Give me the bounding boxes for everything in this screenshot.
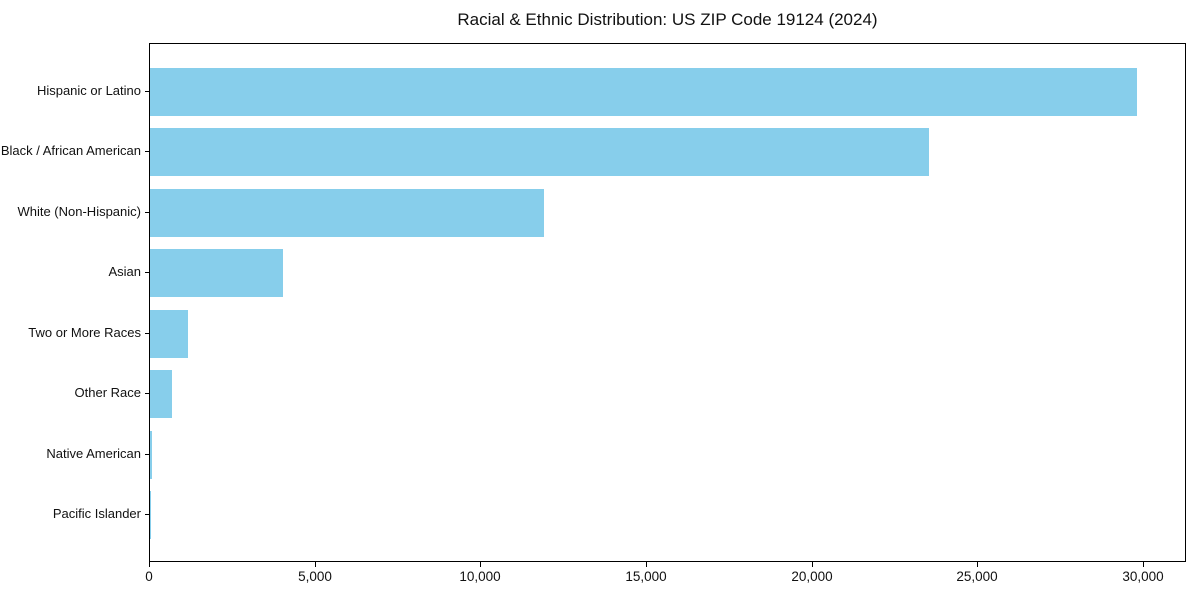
y-tick-label-pacific-islander: Pacific Islander — [52, 506, 141, 521]
y-tick-mark — [145, 514, 149, 515]
x-tick-label-15000: 15,000 — [625, 569, 667, 584]
y-tick-label-asian: Asian — [108, 264, 141, 279]
bar-white-non-hispanic — [150, 188, 545, 237]
chart-title: Racial & Ethnic Distribution: US ZIP Cod… — [457, 10, 878, 29]
y-tick-mark — [145, 333, 149, 334]
bar-native-american — [150, 430, 153, 479]
x-tick-label-20000: 20,000 — [791, 569, 833, 584]
x-tick-mark — [812, 562, 813, 567]
bar-two-or-more-races — [150, 309, 189, 358]
y-tick-mark — [145, 91, 149, 92]
bar-hispanic-or-latino — [150, 67, 1138, 116]
bar-pacific-islander — [150, 491, 151, 540]
x-tick-label-25000: 25,000 — [956, 569, 998, 584]
y-tick-mark — [145, 272, 149, 273]
x-tick-label-0: 0 — [145, 569, 153, 584]
y-tick-label-white-non-hispanic: White (Non-Hispanic) — [17, 204, 141, 219]
x-tick-label-5000: 5,000 — [298, 569, 332, 584]
y-tick-label-hispanic-or-latino: Hispanic or Latino — [36, 83, 141, 98]
y-tick-mark — [145, 151, 149, 152]
y-tick-label-two-or-more-races: Two or More Races — [28, 325, 141, 340]
x-tick-mark — [646, 562, 647, 567]
x-tick-label-10000: 10,000 — [459, 569, 501, 584]
y-tick-label-native-american: Native American — [46, 446, 141, 461]
y-tick-mark — [145, 393, 149, 394]
x-tick-label-30000: 30,000 — [1122, 569, 1164, 584]
y-tick-label-other-race: Other Race — [74, 385, 141, 400]
bar-asian — [150, 249, 283, 298]
x-tick-mark — [977, 562, 978, 567]
x-tick-mark — [315, 562, 316, 567]
bar-black-african-american — [150, 128, 929, 177]
bar-other-race — [150, 370, 172, 419]
y-tick-mark — [145, 454, 149, 455]
x-tick-mark — [149, 562, 150, 567]
y-tick-mark — [145, 212, 149, 213]
x-tick-mark — [1143, 562, 1144, 567]
x-tick-mark — [480, 562, 481, 567]
y-tick-label-black-african-american: Black / African American — [0, 143, 141, 158]
plot-area — [149, 43, 1186, 562]
